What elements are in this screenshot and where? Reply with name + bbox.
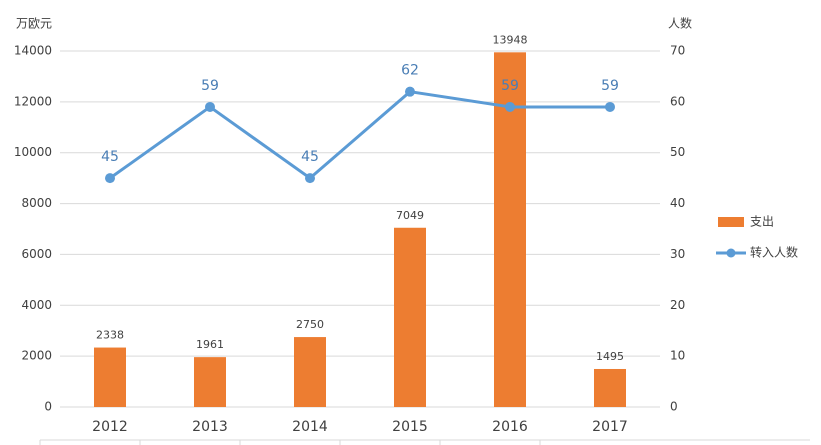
line-point: [105, 173, 115, 184]
line-point: [205, 101, 215, 112]
y2-tick-label: 20: [670, 298, 685, 312]
y2-tick-label: 60: [670, 94, 685, 108]
x-tick-label: 2012: [92, 419, 128, 435]
y-tick-label: 0: [44, 400, 52, 414]
line-value-label: 59: [201, 78, 219, 94]
bar: [294, 337, 326, 407]
legend-swatch: [718, 217, 744, 227]
line-point: [605, 101, 615, 112]
x-tick-label: 2014: [292, 419, 328, 435]
line-value-label: 59: [501, 78, 519, 94]
legend-label: 转入人数: [750, 245, 798, 260]
y2-tick-label: 0: [670, 400, 678, 414]
line-point: [305, 173, 315, 184]
bar: [394, 227, 426, 407]
line-value-label: 45: [101, 149, 119, 165]
bar-value-label: 2338: [96, 329, 124, 342]
bar-value-label: 1961: [196, 338, 224, 351]
y2-tick-label: 50: [670, 145, 685, 159]
y-axis-unit: 万欧元: [16, 17, 52, 31]
x-tick-label: 2015: [392, 419, 428, 435]
y-tick-label: 2000: [21, 349, 52, 363]
y-tick-label: 12000: [14, 94, 52, 108]
y2-axis-unit: 人数: [668, 16, 692, 31]
y-tick-label: 4000: [21, 298, 52, 312]
line-value-label: 59: [601, 78, 619, 94]
y2-tick-label: 40: [670, 196, 685, 210]
bar-value-label: 1495: [596, 350, 624, 363]
x-tick-label: 2016: [492, 419, 528, 435]
x-tick-label: 2013: [192, 419, 228, 435]
bar-value-label: 7049: [396, 209, 424, 222]
bar: [94, 347, 126, 407]
y-tick-label: 8000: [21, 196, 52, 210]
legend-swatch: [726, 248, 736, 258]
bar-value-label: 13948: [493, 33, 528, 46]
line: [109, 90, 610, 181]
y-tick-label: 6000: [21, 247, 52, 261]
line-value-label: 62: [401, 63, 419, 79]
y-tick-label: 10000: [14, 145, 52, 159]
y2-tick-label: 70: [670, 44, 685, 58]
y-tick-label: 14000: [14, 44, 52, 58]
line-point: [405, 86, 415, 97]
legend-label: 支出: [750, 215, 774, 229]
bar-value-label: 2750: [296, 318, 324, 331]
line-point: [505, 101, 515, 112]
line-value-label: 45: [301, 149, 319, 165]
x-tick-label: 2017: [592, 419, 628, 435]
y2-tick-label: 30: [670, 247, 685, 261]
bar: [194, 357, 226, 407]
bar: [594, 368, 626, 407]
y2-tick-label: 10: [670, 349, 685, 363]
